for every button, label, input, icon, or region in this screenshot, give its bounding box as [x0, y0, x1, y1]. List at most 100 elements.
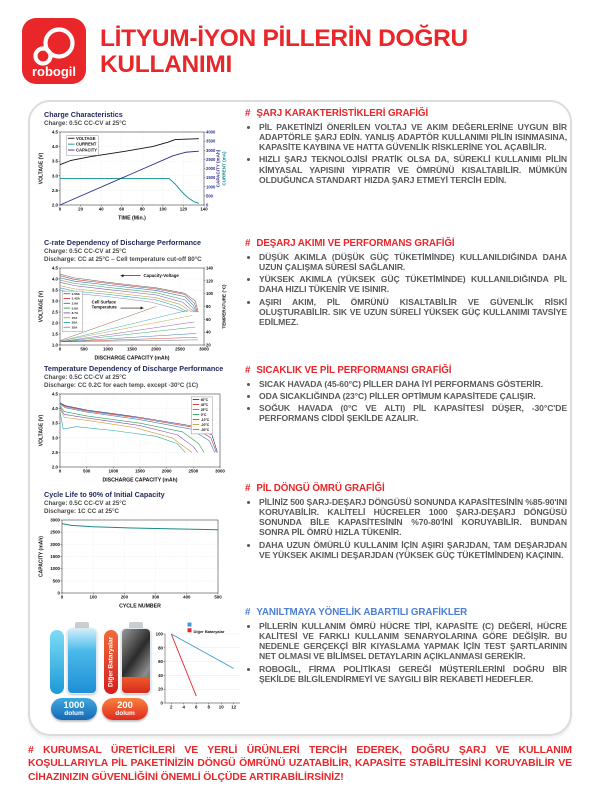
section-heading: # SICAKLIK VE PİL PERFORMANSI GRAFİĞİ: [245, 365, 452, 376]
svg-text:Cell Surface: Cell Surface: [92, 299, 117, 304]
svg-text:3500: 3500: [206, 139, 216, 144]
svg-text:CAPACITY (mAh): CAPACITY (mAh): [216, 149, 221, 187]
page-title: LİTYUM-İYON PİLLERİN DOĞRU KULLANIMI: [100, 25, 468, 79]
robogil-logo: robogil: [22, 18, 86, 84]
svg-text:400: 400: [183, 594, 191, 599]
charge-characteristics-chart: 0 20 40 60 80 100 120 140 2.0 2.5 3.0 3.5 4.0 4.5 0 500…: [39, 130, 227, 222]
svg-text:CAPACITY (mAh): CAPACITY (mAh): [39, 536, 45, 577]
blue-capsule-icon: [50, 630, 64, 694]
svg-text:3000: 3000: [206, 148, 216, 153]
svg-text:0: 0: [59, 346, 62, 351]
svg-text:1.0: 1.0: [52, 343, 59, 348]
hash-icon: #: [245, 238, 251, 249]
svg-text:1500: 1500: [50, 554, 60, 559]
svg-text:100: 100: [156, 632, 164, 637]
svg-text:2.0: 2.0: [52, 203, 59, 208]
svg-text:2.5: 2.5: [52, 310, 59, 315]
svg-text:2000: 2000: [151, 346, 161, 351]
svg-text:2500: 2500: [206, 157, 216, 162]
svg-text:CURRENT: CURRENT: [76, 142, 97, 147]
svg-text:25A: 25A: [72, 325, 78, 329]
svg-text:4.5: 4.5: [52, 392, 59, 397]
svg-text:3000: 3000: [50, 518, 60, 523]
svg-text:15A: 15A: [72, 316, 78, 320]
svg-text:VOLTAGE (V): VOLTAGE (V): [39, 290, 45, 322]
svg-text:1500: 1500: [206, 175, 216, 180]
bullet-item: DÜŞÜK AKIMLA (DÜŞÜK GÜÇ TÜKETİMİNDE) KUL…: [259, 252, 567, 272]
battery-cap: [75, 622, 89, 629]
bullet-item: PİL PAKETİNİZİ ÖNERİLEN VOLTAJ VE AKIM D…: [259, 122, 567, 152]
svg-text:0.58A: 0.58A: [72, 292, 81, 296]
svg-text:500: 500: [206, 193, 214, 198]
bullet-item: DAHA UZUN ÖMÜRLÜ KULLANIM İÇİN AŞIRI ŞAR…: [259, 540, 567, 560]
svg-text:CYCLE NUMBER: CYCLE NUMBER: [119, 604, 161, 610]
svg-text:1500: 1500: [127, 346, 137, 351]
svg-text:40: 40: [99, 206, 104, 211]
bad-battery-cycles-badge: 200 dolum: [102, 698, 148, 720]
svg-text:2000: 2000: [50, 542, 60, 547]
svg-text:0: 0: [161, 701, 164, 706]
svg-text:1000: 1000: [103, 346, 113, 351]
svg-text:140: 140: [200, 206, 208, 211]
logo-wordmark: robogil: [32, 64, 76, 79]
svg-text:-10°C: -10°C: [201, 418, 210, 422]
chart-subtitle: Discharge: CC 0.2C for each temp. except…: [44, 382, 199, 389]
svg-text:DISCHARGE CAPACITY (mAh): DISCHARGE CAPACITY (mAh): [102, 478, 177, 484]
empty-battery-icon: [121, 628, 151, 694]
hash-icon: #: [245, 483, 251, 494]
svg-text:20: 20: [206, 343, 211, 348]
svg-text:40: 40: [158, 673, 163, 678]
svg-text:45°C: 45°C: [201, 403, 209, 407]
svg-text:3.0: 3.0: [52, 299, 59, 304]
charts-column: Charge Characteristics Charge: 0.5C CC-C…: [38, 102, 240, 734]
full-battery-icon: [67, 628, 97, 694]
svg-text:2000: 2000: [206, 166, 216, 171]
svg-text:120: 120: [180, 206, 188, 211]
svg-text:1500: 1500: [135, 468, 145, 473]
svg-text:300: 300: [152, 594, 160, 599]
svg-text:2.0: 2.0: [52, 465, 59, 470]
c-rate-discharge-chart: 0 500 1000 1500 2000 2500 3000 1.0 1.5 2.0 2.5 3.0 3…: [39, 266, 227, 362]
chart-subtitle: Discharge: CC at 25°C – Cell temperature…: [44, 256, 202, 263]
chart-subtitle: Charge: 0.5C CC-CV at 25°C: [44, 500, 127, 507]
cycle-count: 200: [117, 700, 133, 711]
svg-text:4: 4: [183, 704, 186, 709]
battery-cap: [129, 622, 143, 629]
svg-text:4.5: 4.5: [52, 130, 59, 135]
cycle-life-chart: 0 100 200 300 400 500050010001500200025003000…: [39, 518, 223, 610]
cycle-unit: dolum: [64, 710, 84, 717]
bullet-item: HIZLI ŞARJ TEKNOLOJİSİ PRATİK OLSA DA, S…: [259, 154, 567, 184]
cycle-unit: dolum: [115, 710, 135, 717]
charge-characteristics-block: Charge Characteristics Charge: 0.5C CC-C…: [38, 110, 238, 221]
bullet-item: PİLİNİZ 500 ŞARJ-DEŞARJ DÖNGÜSÜ SONUNDA …: [259, 497, 567, 538]
svg-text:CURRENT (mA): CURRENT (mA): [222, 151, 227, 186]
svg-text:100: 100: [159, 206, 167, 211]
svg-text:CAPACITY: CAPACITY: [76, 148, 97, 153]
svg-text:VOLTAGE (V): VOLTAGE (V): [39, 414, 45, 446]
svg-text:1.5: 1.5: [52, 332, 59, 337]
temperature-discharge-block: Temperature Dependency of Discharge Perf…: [38, 364, 238, 483]
svg-text:3000: 3000: [215, 468, 225, 473]
svg-text:-20°C: -20°C: [201, 423, 210, 427]
svg-text:2500: 2500: [175, 346, 185, 351]
svg-text:60°C: 60°C: [201, 398, 209, 402]
svg-text:4000: 4000: [206, 130, 216, 135]
svg-text:8.7A: 8.7A: [72, 311, 79, 315]
section-charge-characteristics: #ŞARJ KARAKTERİSTİKLERİ GRAFİĞİ PİL PAKE…: [245, 108, 567, 187]
svg-text:60: 60: [158, 659, 163, 664]
svg-text:Temperature: Temperature: [92, 305, 118, 310]
c-rate-discharge-block: C-rate Dependency of Discharge Performan…: [38, 238, 238, 361]
svg-text:500: 500: [53, 578, 61, 583]
section-heading: # DEŞARJ AKIMI VE PERFORMANS GRAFİĞİ: [245, 238, 455, 249]
hash-icon: #: [245, 365, 251, 376]
section-heading: # PİL DÖNGÜ ÖMRÜ GRAFİĞİ: [245, 483, 385, 494]
svg-text:1000: 1000: [206, 184, 216, 189]
robogil-logo-icon: robogil: [32, 27, 76, 79]
svg-text:0: 0: [59, 206, 62, 211]
svg-text:20: 20: [78, 206, 83, 211]
svg-text:DISCHARGE CAPACITY (mAh): DISCHARGE CAPACITY (mAh): [94, 356, 169, 362]
svg-text:4.5: 4.5: [52, 266, 59, 271]
svg-text:2.5: 2.5: [52, 188, 59, 193]
